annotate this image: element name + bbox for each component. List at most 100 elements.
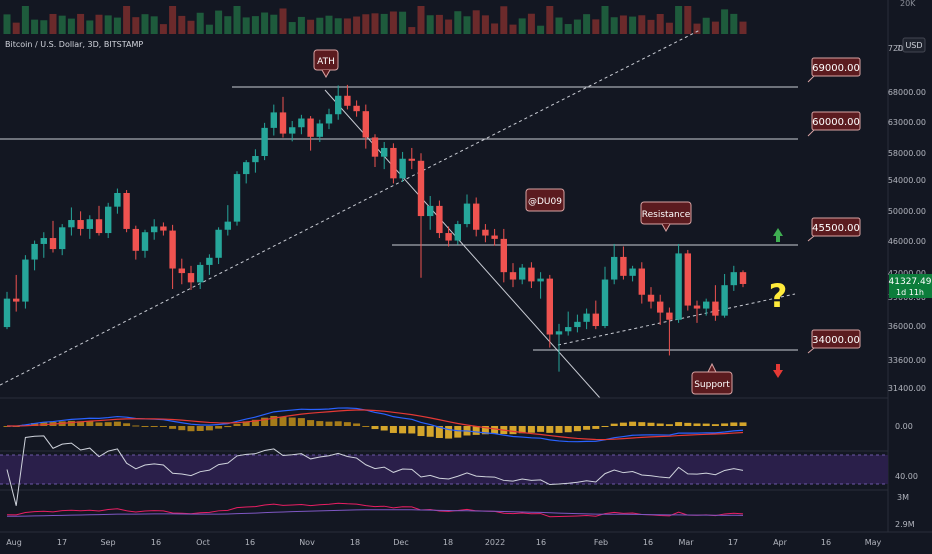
time-tick-label: Apr: [773, 538, 788, 547]
macd-histogram-bar: [399, 426, 407, 434]
volume-bar: [739, 21, 747, 34]
candle-body: [519, 267, 526, 280]
macd-zero-label: 0.00: [895, 422, 913, 431]
volume-bar: [675, 6, 683, 34]
macd-histogram-bar: [123, 423, 131, 426]
macd-histogram-bar: [132, 425, 140, 427]
candle-body: [105, 206, 112, 234]
volume-bar: [353, 16, 361, 34]
candle-body: [730, 272, 737, 286]
price-tick-label: 63000.00: [888, 118, 926, 127]
symbol-title: Bitcoin / U.S. Dollar, 3D, BITSTAMP: [5, 40, 143, 49]
candle-body: [316, 123, 323, 137]
macd-histogram-bar: [353, 423, 361, 426]
volume-bar: [610, 17, 618, 34]
macd-histogram-bar: [721, 423, 729, 426]
macd-line: [6, 407, 744, 443]
volume-bar: [721, 9, 729, 34]
volume-bar: [279, 8, 287, 35]
macd-histogram-bar: [408, 426, 416, 434]
candle-body: [123, 193, 130, 229]
volume-bar: [113, 17, 121, 34]
macd-histogram-bar: [619, 422, 627, 426]
time-tick-label: 16: [245, 538, 255, 547]
candle-body: [712, 301, 719, 316]
candle-body: [77, 220, 84, 229]
macd-histogram-bar: [279, 416, 287, 426]
usd-button[interactable]: [902, 37, 926, 53]
candle-body: [528, 267, 535, 282]
time-tick-label: 16: [536, 538, 546, 547]
candle-body: [187, 273, 195, 283]
candle-body: [565, 327, 572, 332]
candle-body: [3, 298, 11, 328]
time-tick-label: 17: [57, 538, 67, 547]
volume-bar: [537, 25, 545, 34]
price-tick-label: 58000.00: [888, 149, 926, 158]
macd-histogram-bar: [233, 423, 241, 426]
time-tick-label: Dec: [393, 538, 408, 547]
volume-bar: [123, 6, 131, 34]
volume-bar: [399, 11, 407, 34]
volume-bar: [445, 19, 453, 34]
candle-body: [583, 313, 590, 322]
candle-body: [197, 264, 204, 283]
candle-body: [233, 174, 241, 222]
volume-bar: [343, 18, 351, 34]
macd-histogram-bar: [537, 426, 545, 432]
volume-bar: [730, 13, 738, 34]
volume-bar: [288, 22, 296, 34]
macd-histogram-bar: [31, 423, 39, 426]
macd-histogram-bar: [288, 417, 296, 426]
macd-histogram-bar: [178, 426, 186, 431]
volume-bar: [178, 15, 186, 34]
volume-bar: [12, 22, 20, 34]
candle-body: [151, 226, 158, 233]
candle-body: [307, 118, 314, 137]
macd-histogram-bar: [730, 422, 738, 426]
macd-histogram-bar: [491, 426, 499, 434]
macd-histogram-bar: [638, 422, 646, 426]
volume-bars: [3, 6, 747, 35]
candle-body: [31, 243, 38, 260]
candle-body: [693, 305, 701, 309]
price-tick-label: 76: [896, 44, 906, 53]
volume-bar: [169, 6, 177, 34]
candle-body: [160, 226, 167, 231]
candle-body: [49, 238, 57, 250]
volume-bar: [629, 16, 637, 34]
arrow-down-icon: [773, 364, 783, 378]
candles: [3, 84, 747, 372]
candle-body: [546, 278, 553, 335]
level-label-60000-text: 60000.00: [812, 117, 860, 128]
candle-body: [509, 272, 517, 280]
candle-body: [289, 127, 296, 134]
volume-bar: [601, 6, 609, 34]
volume-bar: [3, 14, 11, 34]
volume-bar: [583, 14, 591, 34]
volume-bar: [500, 6, 508, 34]
candle-body: [141, 232, 149, 251]
macd-histogram-bar: [113, 421, 121, 426]
candle-body: [381, 147, 388, 157]
candle-body: [169, 230, 176, 269]
resistance-callout: Resistance: [640, 201, 692, 233]
candle-body: [95, 219, 103, 234]
volume-bar: [371, 13, 379, 34]
macd-histogram-bar: [86, 421, 94, 426]
candle-body: [270, 112, 277, 128]
volume-bar: [21, 6, 29, 34]
volume-bar: [417, 6, 425, 34]
macd-histogram-bar: [251, 419, 259, 426]
current-price-bg: [889, 274, 932, 298]
price-tick-label: 50000.00: [888, 207, 926, 216]
macd-signal-line: [6, 409, 744, 441]
volume-axis-label: 20K: [900, 0, 916, 8]
ath-text: ATH: [317, 57, 335, 67]
macd-histogram-bar: [684, 422, 692, 426]
macd-histogram-bar: [693, 423, 701, 426]
current-price-countdown: 1d 11h: [896, 288, 924, 297]
volume-bar: [86, 20, 94, 34]
